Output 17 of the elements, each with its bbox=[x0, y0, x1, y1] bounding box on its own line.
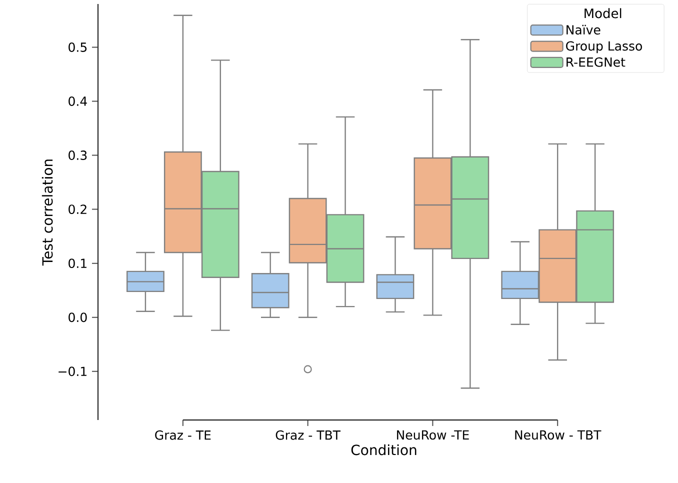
y-tick-label: 0.4 bbox=[68, 96, 87, 106]
x-axis-title: Condition bbox=[351, 444, 416, 456]
x-tick-label: NeuRow -TE bbox=[397, 430, 469, 440]
y-tick-label: 0.3 bbox=[68, 150, 87, 160]
y-tick-label: 0.1 bbox=[68, 258, 86, 268]
y-tick-label: 0.0 bbox=[68, 312, 87, 322]
y-axis-title: Test correlation bbox=[42, 160, 53, 266]
x-tick-label: Graz - TBT bbox=[276, 430, 341, 440]
x-tick-label: NeuRow - TBT bbox=[515, 430, 602, 440]
legend-label: R-EEGNet bbox=[566, 57, 626, 67]
legend-label: Group Lasso bbox=[566, 41, 642, 54]
y-tick-label: 0.5 bbox=[68, 42, 87, 52]
legend-title: Model bbox=[584, 8, 622, 18]
y-tick-label: −0.1 bbox=[58, 366, 86, 376]
y-tick-label: 0.2 bbox=[68, 204, 86, 214]
x-tick-label: Graz - TE bbox=[155, 430, 211, 440]
legend-label: Naïve bbox=[566, 24, 600, 35]
